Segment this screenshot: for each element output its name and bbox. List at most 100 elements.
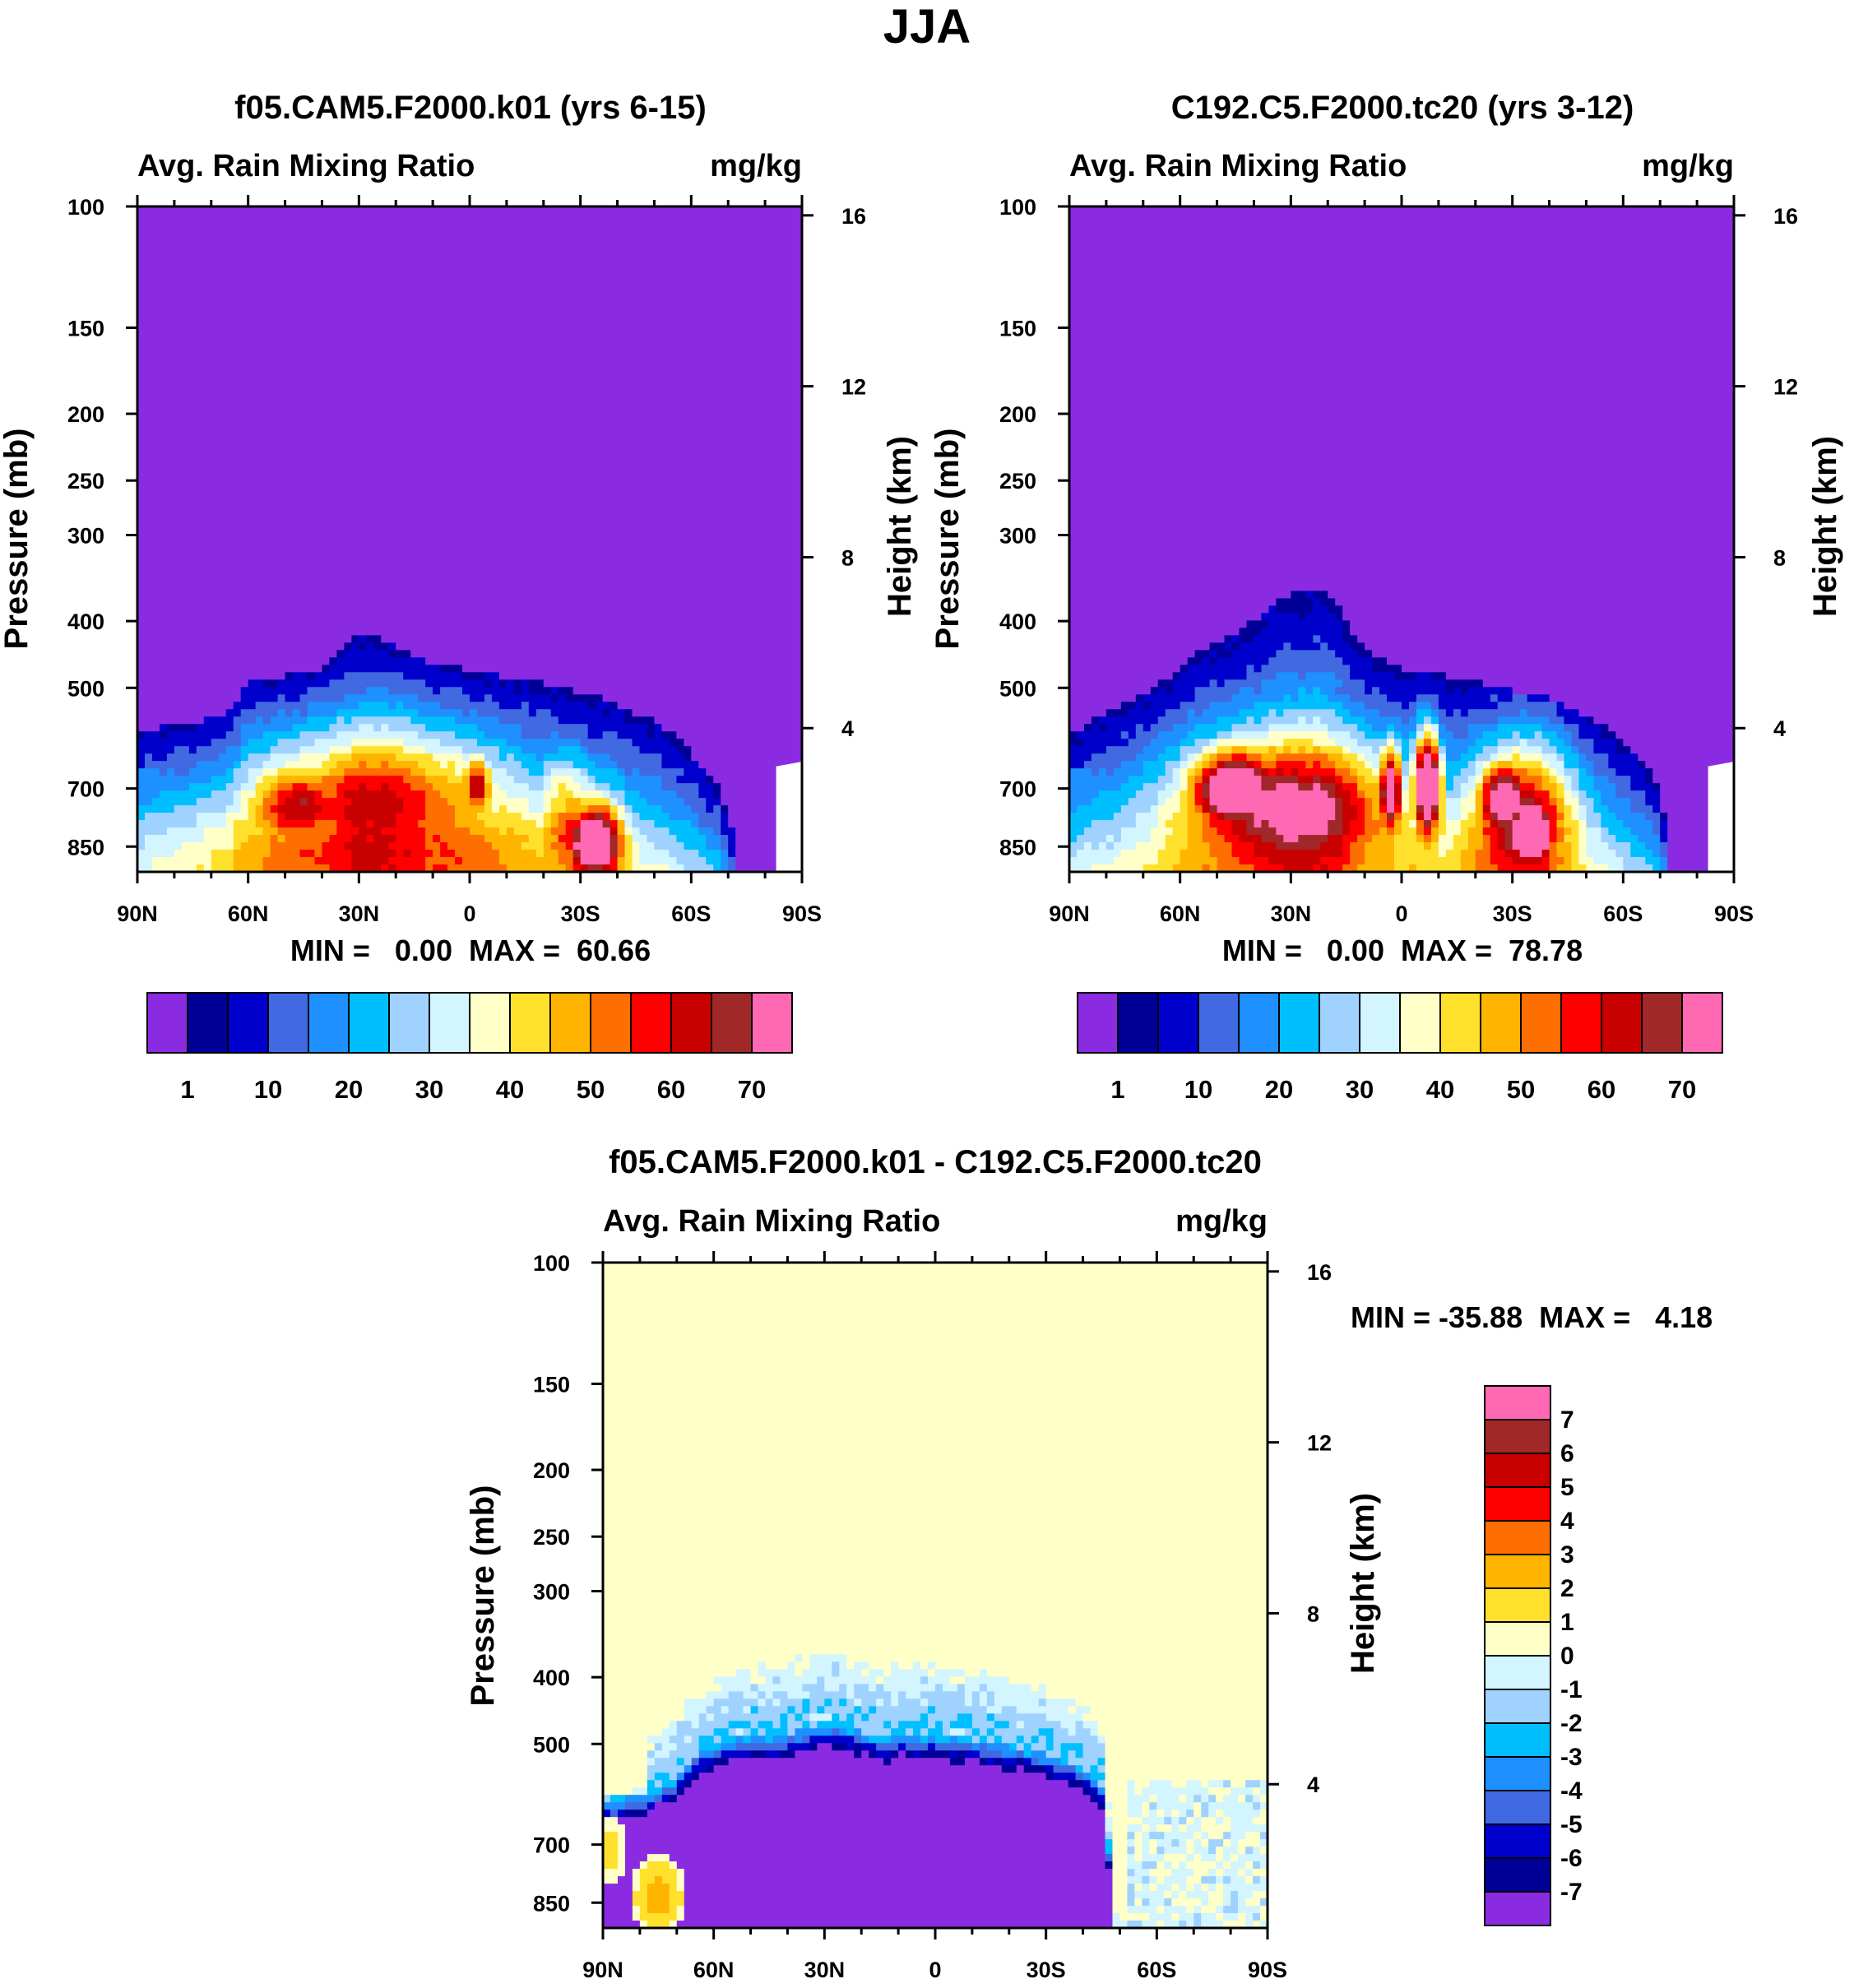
contour-cell — [197, 850, 205, 858]
contour-cell — [145, 525, 153, 533]
contour-cell — [226, 672, 234, 680]
contour-cell — [145, 236, 153, 244]
contour-cell — [160, 436, 168, 444]
contour-cell — [300, 340, 308, 348]
contour-cell — [189, 687, 197, 695]
contour-cell — [189, 229, 197, 237]
contour-cell — [241, 835, 249, 843]
contour-cell — [152, 546, 160, 554]
contour-cell — [211, 340, 220, 348]
contour-cell — [182, 561, 190, 569]
contour-cell — [234, 414, 242, 422]
contour-cell — [167, 850, 175, 858]
contour-cell — [160, 392, 168, 400]
contour-cell — [160, 325, 168, 333]
contour-cell — [241, 280, 249, 289]
contour-cell — [189, 842, 197, 850]
contour-cell — [271, 251, 279, 259]
contour-cell — [278, 702, 286, 710]
contour-cell — [234, 355, 242, 363]
contour-cell — [293, 229, 301, 237]
contour-cell — [307, 724, 315, 732]
contour-cell — [145, 554, 153, 562]
contour-cell — [256, 488, 264, 496]
contour-cell — [152, 443, 160, 452]
contour-cell — [174, 280, 183, 289]
contour-cell — [293, 258, 301, 266]
contour-cell — [278, 613, 286, 621]
contour-cell — [300, 642, 308, 651]
contour-cell — [263, 591, 271, 599]
contour-cell — [256, 642, 264, 651]
contour-cell — [278, 466, 286, 474]
contour-cell — [263, 540, 271, 548]
contour-cell — [211, 362, 220, 370]
contour-cell — [271, 576, 279, 584]
contour-cell — [307, 554, 315, 562]
contour-cell — [174, 628, 183, 636]
contour-cell — [197, 510, 205, 518]
contour-cell — [226, 495, 234, 503]
contour-cell — [314, 451, 322, 459]
contour-cell — [263, 613, 271, 621]
contour-cell — [248, 414, 257, 422]
contour-cell — [278, 488, 286, 496]
contour-cell — [204, 620, 212, 628]
contour-cell — [211, 857, 220, 865]
contour-cell — [271, 731, 279, 739]
contour-cell — [174, 347, 183, 355]
contour-cell — [226, 503, 234, 511]
contour-cell — [204, 842, 212, 850]
contour-cell — [256, 451, 264, 459]
contour-cell — [314, 243, 322, 252]
contour-cell — [160, 805, 168, 813]
contour-cell — [145, 790, 153, 799]
contour-cell — [234, 221, 242, 229]
contour-cell — [204, 369, 212, 378]
contour-cell — [226, 731, 234, 739]
contour-cell — [271, 835, 279, 843]
contour-cell — [234, 532, 242, 540]
contour-cell — [226, 295, 234, 304]
contour-cell — [248, 532, 257, 540]
contour-cell — [226, 258, 234, 266]
contour-cell — [226, 310, 234, 318]
contour-cell — [167, 280, 175, 289]
contour-cell — [226, 739, 234, 747]
contour-cell — [204, 429, 212, 437]
contour-cell — [307, 813, 315, 821]
contour-cell — [160, 288, 168, 296]
contour-cell — [256, 820, 264, 828]
contour-cell — [167, 525, 175, 533]
contour-cell — [197, 753, 205, 762]
contour-cell — [226, 317, 234, 326]
contour-cell — [307, 820, 315, 828]
contour-cell — [211, 280, 220, 289]
contour-cell — [145, 243, 153, 252]
contour-cell — [300, 731, 308, 739]
contour-cell — [234, 568, 242, 577]
contour-cell — [285, 310, 294, 318]
contour-cell — [256, 835, 264, 843]
contour-cell — [182, 605, 190, 614]
contour-cell — [278, 340, 286, 348]
contour-cell — [293, 273, 301, 281]
contour-cell — [219, 317, 227, 326]
contour-cell — [248, 813, 257, 821]
contour-cell — [263, 657, 271, 665]
contour-cell — [314, 480, 322, 489]
contour-cell — [189, 406, 197, 415]
contour-cell — [314, 384, 322, 392]
contour-cell — [189, 525, 197, 533]
contour-cell — [197, 605, 205, 614]
contour-cell — [145, 768, 153, 776]
contour-cell — [174, 813, 183, 821]
contour-cell — [256, 303, 264, 311]
contour-cell — [285, 332, 294, 341]
contour-cell — [197, 229, 205, 237]
contour-cell — [278, 362, 286, 370]
contour-cell — [189, 724, 197, 732]
contour-cell — [300, 583, 308, 591]
contour-cell — [285, 790, 294, 799]
contour-cell — [241, 665, 249, 673]
